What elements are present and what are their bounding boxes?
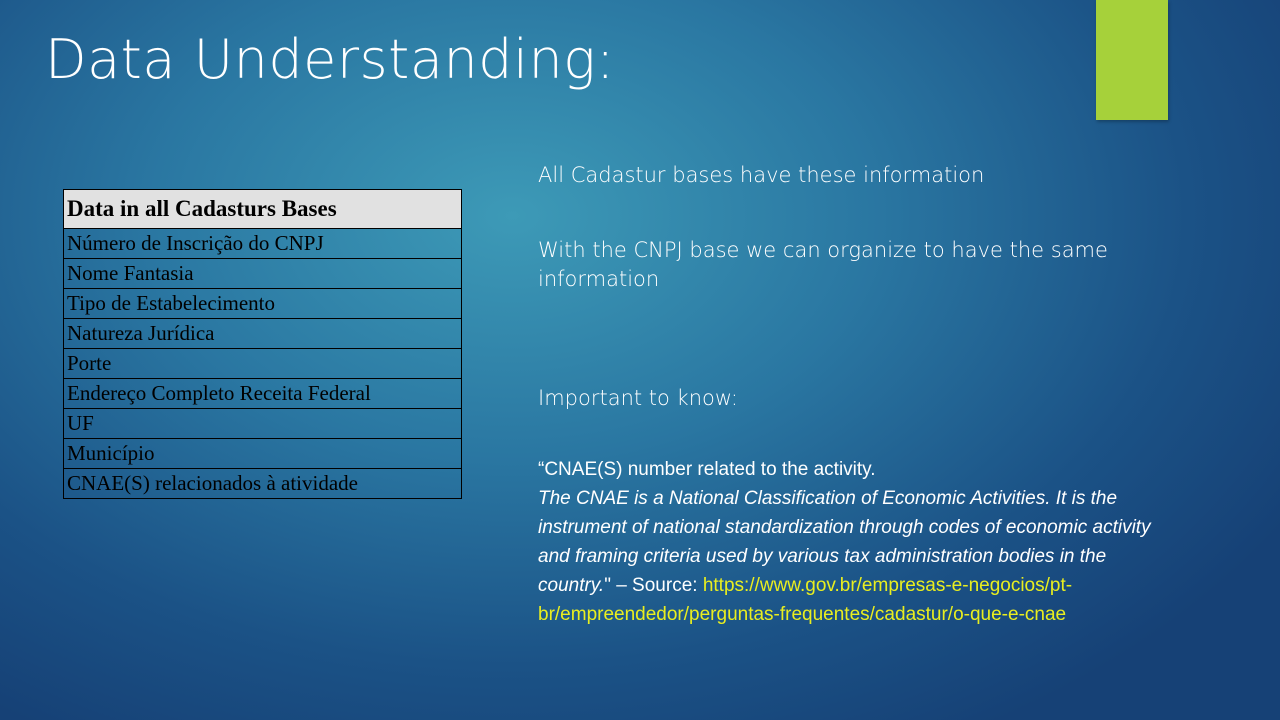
table-row: Tipo de Estabelecimento — [63, 288, 462, 319]
table-cell: Tipo de Estabelecimento — [63, 288, 462, 319]
table-cell: Natureza Jurídica — [63, 318, 462, 349]
info-line-cadastur: All Cadastur bases have these informatio… — [538, 163, 985, 187]
data-table: Data in all Cadasturs Bases Número de In… — [63, 189, 462, 499]
table-header: Data in all Cadasturs Bases — [63, 189, 462, 229]
table-row: Natureza Jurídica — [63, 318, 462, 349]
quote-source-label: " – Source: — [604, 575, 703, 596]
quote-intro: “CNAE(S) number related to the activity. — [538, 459, 876, 480]
accent-bar — [1096, 0, 1168, 120]
table-cell: Nome Fantasia — [63, 258, 462, 289]
quote-italic: The CNAE is a National Classification of… — [538, 488, 1151, 596]
table-row: UF — [63, 408, 462, 439]
table-row: Nome Fantasia — [63, 258, 462, 289]
table-row: CNAE(S) relacionados à atividade — [63, 468, 462, 499]
table-cell: Número de Inscrição do CNPJ — [63, 228, 462, 259]
table-row: Número de Inscrição do CNPJ — [63, 228, 462, 259]
table-cell: Endereço Completo Receita Federal — [63, 378, 462, 409]
table-row: Endereço Completo Receita Federal — [63, 378, 462, 409]
table-cell: UF — [63, 408, 462, 439]
table-cell: Porte — [63, 348, 462, 379]
table-row: Porte — [63, 348, 462, 379]
table-header-row: Data in all Cadasturs Bases — [63, 189, 462, 229]
info-line-cnpj: With the CNPJ base we can organize to ha… — [538, 238, 1108, 291]
table-cell: Município — [63, 438, 462, 469]
slide-title: Data Understanding: — [45, 28, 615, 91]
source-link[interactable]: https://www.gov.br/empresas-e-negocios/p… — [538, 575, 1073, 625]
cnae-quote: “CNAE(S) number related to the activity.… — [538, 455, 1178, 629]
table-row: Município — [63, 438, 462, 469]
important-heading: Important to know: — [538, 386, 738, 410]
table-cell: CNAE(S) relacionados à atividade — [63, 468, 462, 499]
